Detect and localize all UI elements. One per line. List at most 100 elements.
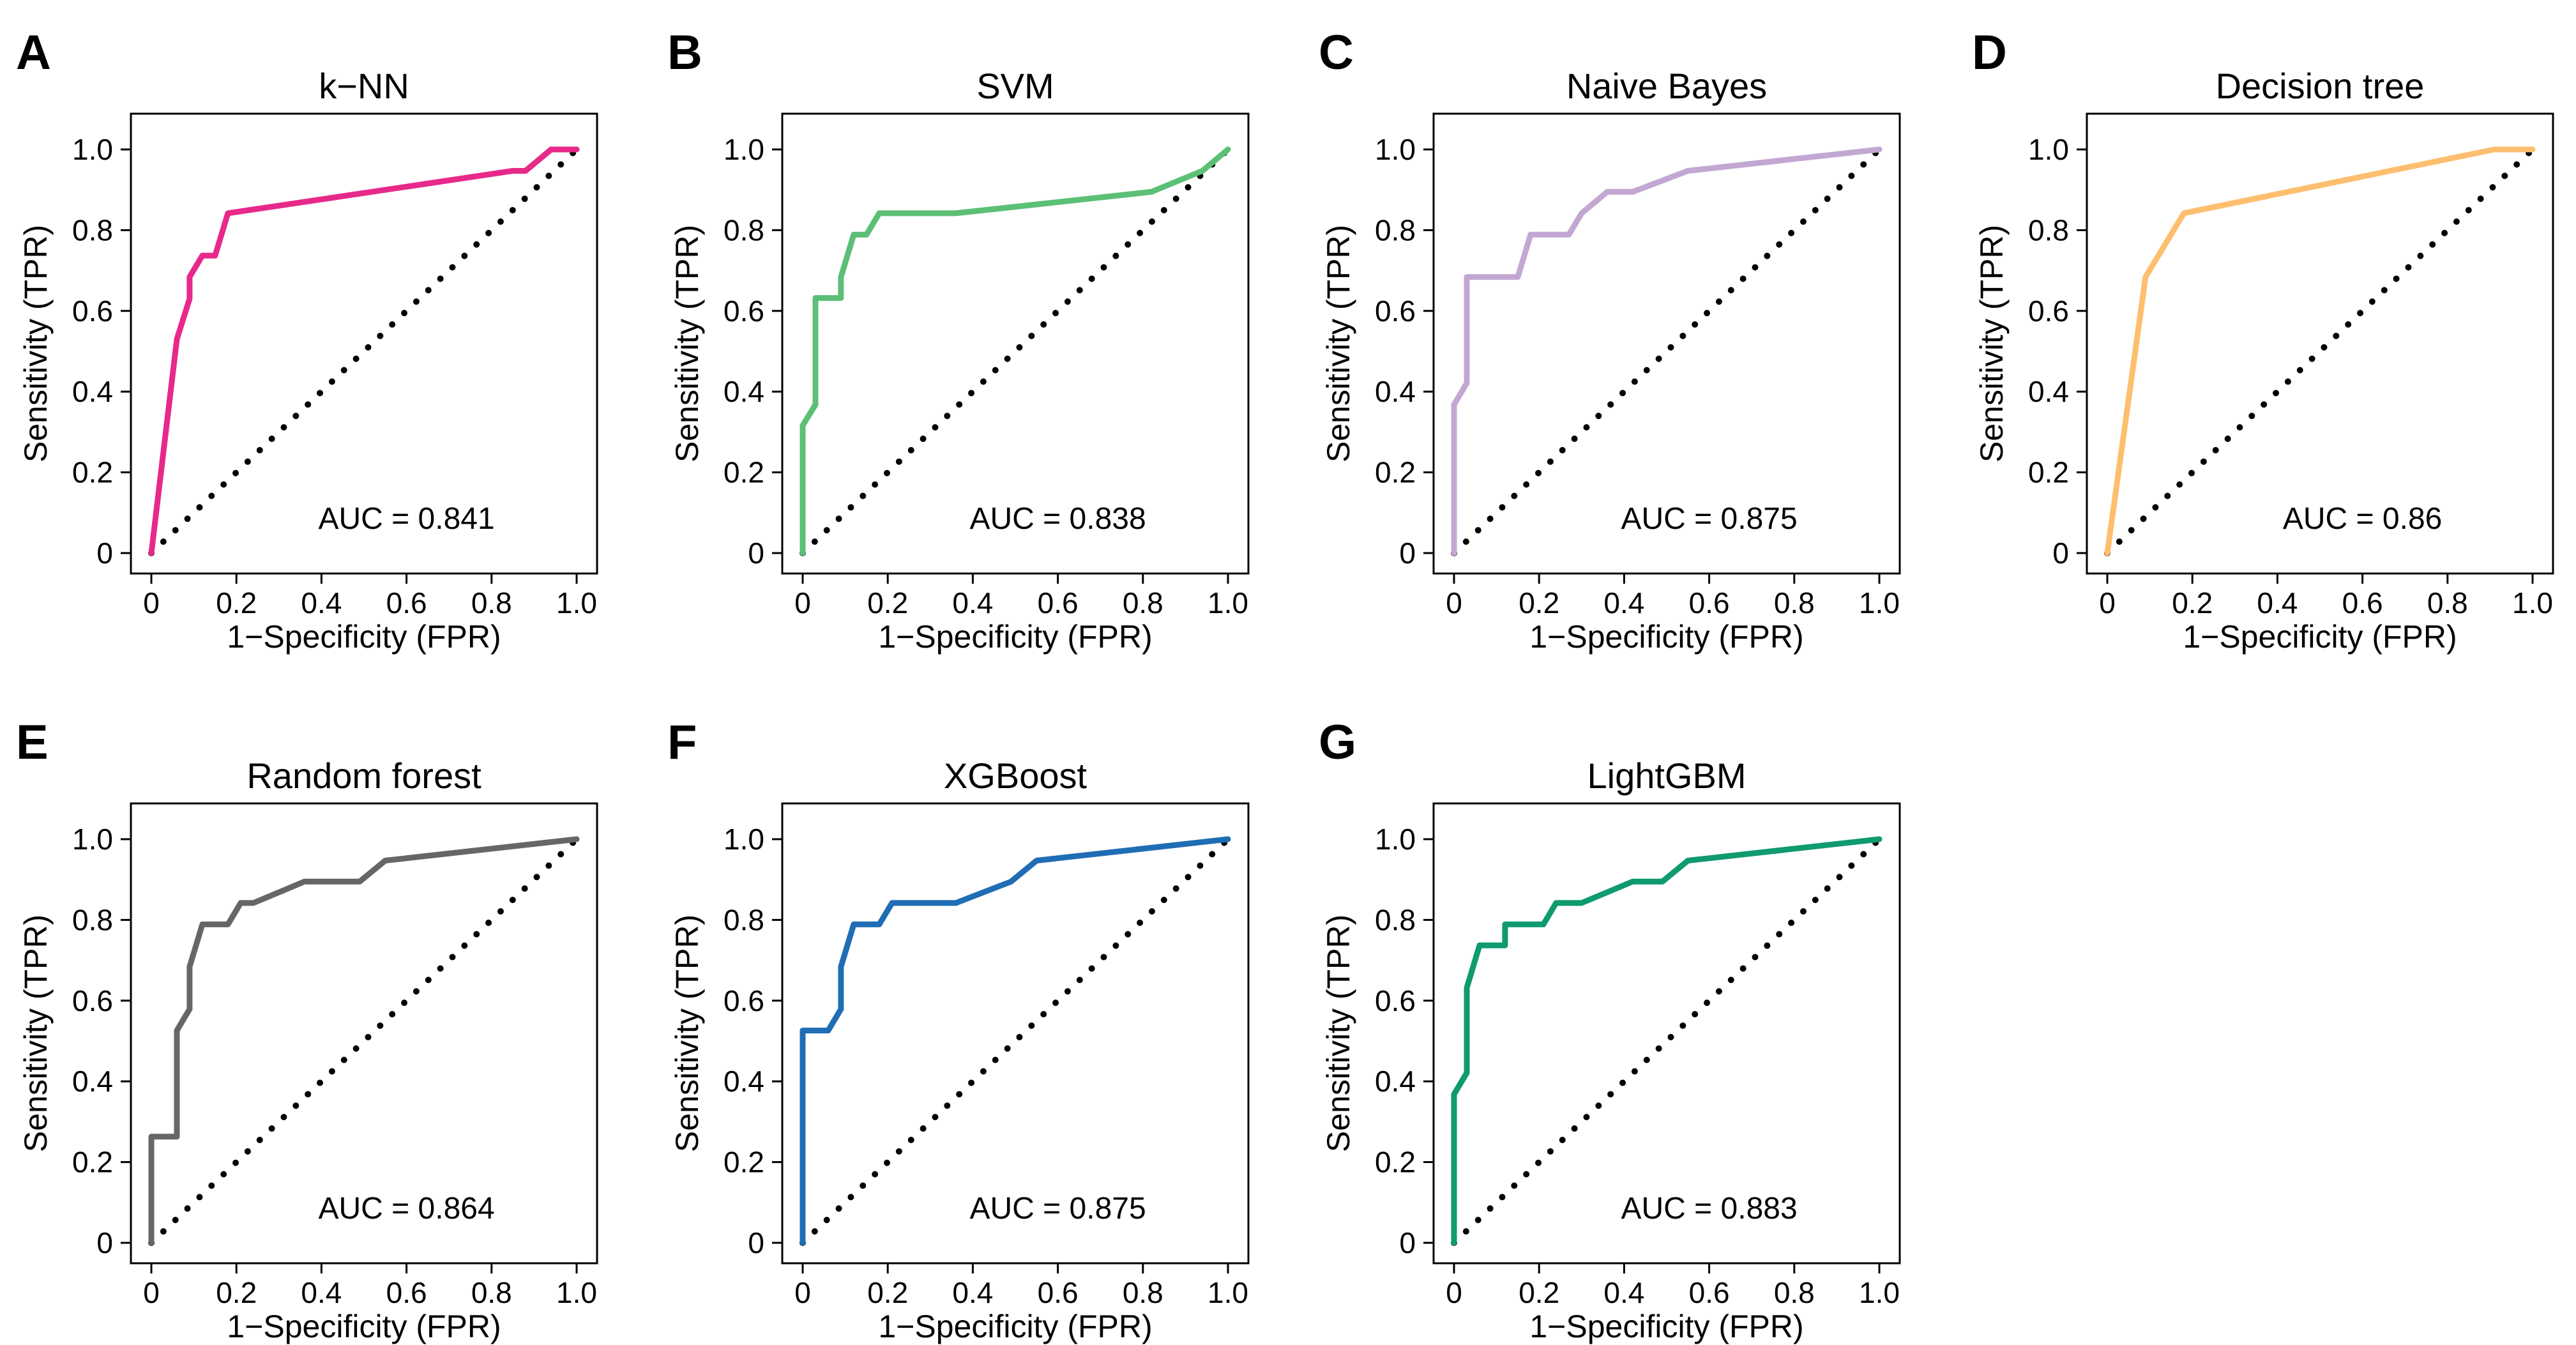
auc-label: AUC = 0.875 [1621,502,1798,536]
y-tick-label: 0.2 [72,1146,113,1179]
y-tick-label: 1.0 [72,823,113,856]
y-tick-label: 0.8 [724,213,764,247]
panel-letter: C [1319,26,1354,80]
x-tick-label: 0.8 [1774,586,1815,619]
y-tick-label: 0.8 [72,903,113,936]
x-tick-label: 0 [143,1276,160,1309]
x-tick-label: 0.4 [1603,1276,1644,1309]
y-axis-label: Sensitivity (TPR) [1321,915,1356,1152]
x-tick-label: 0.8 [1123,586,1163,619]
y-tick-label: 0.4 [2028,375,2069,408]
x-tick-label: 0.4 [952,1276,993,1309]
y-tick-label: 0.4 [724,1065,764,1098]
chart-title: Decision tree [2216,66,2425,106]
auc-label: AUC = 0.875 [970,1192,1146,1226]
y-tick-label: 0.6 [1375,294,1416,328]
chart-title: XGBoost [944,756,1087,796]
x-axis-label: 1−Specificity (FPR) [1529,1309,1803,1344]
y-tick-label: 0.4 [1375,1065,1416,1098]
y-tick-label: 0.8 [1375,213,1416,247]
x-tick-label: 0.6 [2342,586,2383,619]
x-axis-label: 1−Specificity (FPR) [227,619,501,655]
y-tick-label: 1.0 [724,823,764,856]
plot-frame [2086,112,2554,575]
x-tick-label: 1.0 [1208,586,1248,619]
y-tick-label: 0 [748,1226,764,1259]
y-tick-label: 0.4 [1375,375,1416,408]
y-tick-label: 0 [2052,536,2069,570]
panel-letter: E [16,715,49,770]
y-tick-label: 0.6 [1375,984,1416,1017]
y-tick-label: 0 [1399,1226,1416,1259]
x-tick-label: 0.8 [471,586,512,619]
plot-frame [781,802,1250,1265]
y-tick-label: 1.0 [2028,133,2069,166]
chart-title: k−NN [319,66,409,106]
y-axis-label: Sensitivity (TPR) [669,915,705,1152]
y-tick-label: 1.0 [1375,823,1416,856]
x-axis-label: 1−Specificity (FPR) [2183,619,2457,655]
plot-frame [1432,802,1901,1265]
reference-diagonal-line [148,146,580,556]
y-tick-label: 0 [96,1226,113,1259]
y-tick-label: 0 [96,536,113,570]
auc-label: AUC = 0.86 [2283,502,2442,536]
roc-curve-svm [799,146,1231,556]
x-tick-label: 0.6 [1689,1276,1730,1309]
y-tick-label: 0.8 [1375,903,1416,936]
x-tick-label: 1.0 [1208,1276,1248,1309]
y-tick-label: 0.2 [72,456,113,489]
panel-letter: F [667,715,697,770]
x-tick-label: 1.0 [2512,586,2553,619]
roc-curve-xgboost [799,836,1231,1246]
x-tick-label: 0 [1446,586,1462,619]
panel-letter: G [1319,715,1356,770]
x-tick-label: 0.4 [952,586,993,619]
panel-e: E Random forest 0 0.2 0.4 0.6 0.8 1.0 0 0.2 0.4 0.6… [16,715,598,1344]
plot-frame [130,802,598,1265]
x-axis-label: 1−Specificity (FPR) [878,1309,1152,1344]
x-tick-label: 1.0 [1859,586,1900,619]
y-tick-label: 0.6 [724,294,764,328]
y-tick-label: 0.6 [72,984,113,1017]
y-tick-label: 1.0 [1375,133,1416,166]
y-axis-label: Sensitivity (TPR) [18,915,54,1152]
plot-frame [130,112,598,575]
panel-a: Ak−NN 0 0.2 0.4 0.6 0.8 1.0 0 0.2 0.4 0.6 0.8 1.0 1−S… [16,26,598,655]
x-tick-label: 0.4 [1603,586,1644,619]
panel-c: C Naive Bayes 0 0.2 0.4 0.6 0.8 1.0 0 0.2 0.4 0.6 0.… [1319,26,1901,655]
x-tick-label: 0.2 [216,1276,257,1309]
y-tick-label: 0 [748,536,764,570]
x-tick-label: 0 [794,586,811,619]
x-tick-label: 0.8 [471,1276,512,1309]
x-tick-label: 0 [794,1276,811,1309]
y-tick-label: 0 [1399,536,1416,570]
x-tick-label: 0.6 [1689,586,1730,619]
panel-d: D Decision tree 0 0.2 0.4 0.6 0.8 1.0 0 0.2 0.4 0.6… [1972,26,2554,655]
y-tick-label: 0.4 [72,375,113,408]
y-tick-label: 0.6 [2028,294,2069,328]
y-tick-label: 0.8 [2028,213,2069,247]
y-tick-label: 1.0 [72,133,113,166]
y-axis-label: Sensitivity (TPR) [669,225,705,462]
y-tick-label: 0.8 [72,213,113,247]
roc-curve-k-nn [148,146,580,556]
reference-diagonal-line [2104,146,2536,556]
x-tick-label: 1.0 [556,586,597,619]
y-tick-label: 0.2 [1375,456,1416,489]
auc-label: AUC = 0.883 [1621,1192,1798,1226]
y-tick-label: 0.4 [724,375,764,408]
x-tick-label: 0.2 [2172,586,2213,619]
x-tick-label: 0.8 [1774,1276,1815,1309]
x-tick-label: 1.0 [556,1276,597,1309]
reference-diagonal-line [1451,146,1883,556]
y-axis-label: Sensitivity (TPR) [18,225,54,462]
x-axis-label: 1−Specificity (FPR) [878,619,1152,655]
x-tick-label: 0.6 [386,586,427,619]
x-tick-label: 0.2 [1519,586,1559,619]
panel-g: G LightGBM 0 0.2 0.4 0.6 0.8 1.0 0 0.2 0.4 0.6 0.8 1.… [1319,715,1901,1344]
x-tick-label: 1.0 [1859,1276,1900,1309]
x-tick-label: 0.6 [1038,1276,1079,1309]
x-tick-label: 0.8 [1123,1276,1163,1309]
reference-diagonal-line [1451,836,1883,1246]
